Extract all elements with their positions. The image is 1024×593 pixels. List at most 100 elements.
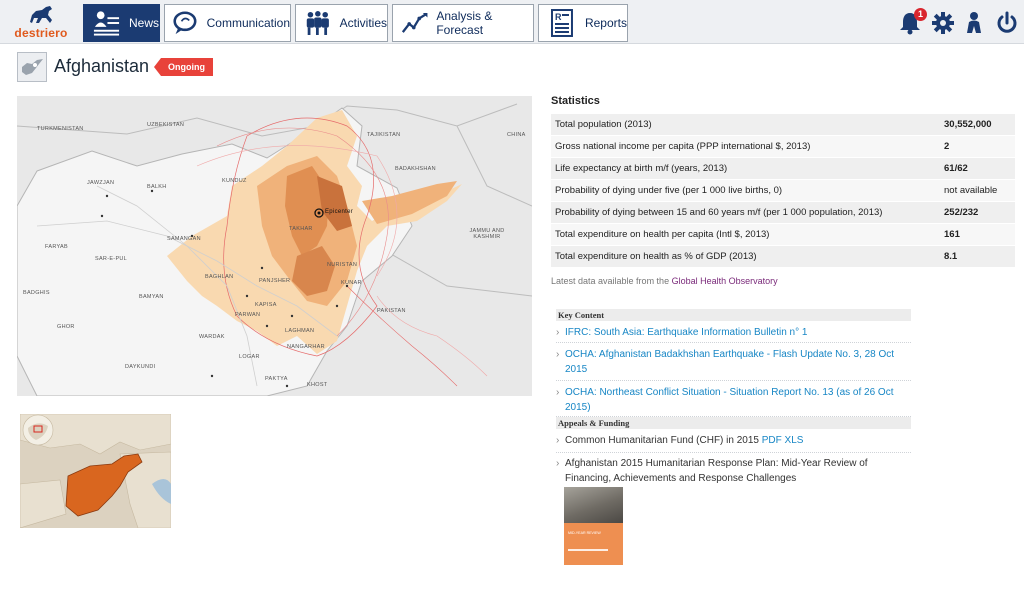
map-label-daykundi: DAYKUNDI	[125, 364, 156, 370]
locator-inset-map	[20, 414, 171, 528]
key-content-link[interactable]: OCHA: Afghanistan Badakhshan Earthquake …	[556, 347, 911, 381]
statistics-heading: Statistics	[551, 95, 600, 107]
map-label-balkh: BALKH	[147, 184, 167, 190]
cover-photo	[564, 487, 623, 523]
stats-row: Total expenditure on health as % of GDP …	[551, 246, 1015, 268]
map-label-kapisa: KAPISA	[255, 302, 277, 308]
statistics-source: Latest data available from the Global He…	[551, 276, 778, 286]
tab-news[interactable]: News	[83, 4, 160, 42]
tab-analysis-forecast-label: Analysis & Forecast	[436, 9, 493, 37]
appeals-funding-heading: Appeals & Funding	[556, 417, 911, 429]
stats-label: Life expectancy at birth m/f (years, 201…	[555, 163, 728, 174]
tab-communication[interactable]: Communication	[164, 4, 291, 42]
tab-communication-label: Communication	[206, 16, 290, 30]
chat-bubble-icon	[173, 11, 197, 35]
stats-label: Gross national income per capita (PPP in…	[555, 141, 811, 152]
gear-icon[interactable]	[932, 12, 954, 34]
earthquake-affected-area-map[interactable]: TURKMENISTAN UZBEKISTAN TAJIKISTAN CHINA…	[17, 96, 532, 396]
map-label-badakhshan: BADAKHSHAN	[395, 166, 436, 172]
statistics-source-text: Latest data available from the	[551, 276, 670, 286]
map-label-jammu-kashmir: JAMMU AND KASHMIR	[469, 228, 505, 240]
map-label-kunar: KUNAR	[341, 280, 362, 286]
chf-text: Common Humanitarian Fund (CHF) in 2015	[565, 435, 759, 446]
user-icon[interactable]	[964, 11, 984, 35]
stats-label: Probability of dying between 15 and 60 y…	[555, 207, 883, 218]
map-label-turkmenistan: TURKMENISTAN	[37, 126, 84, 132]
map-label-tajikistan: TAJIKISTAN	[367, 132, 401, 138]
stats-row: Probability of dying under five (per 1 0…	[551, 180, 1015, 202]
chf-xls-link[interactable]: XLS	[784, 435, 804, 446]
stats-value: 2	[944, 141, 950, 152]
tab-reports-label: Reports	[584, 16, 627, 30]
map-label-pakistan: PAKISTAN	[377, 308, 406, 314]
map-label-panjsher: PANJSHER	[259, 278, 291, 284]
people-group-icon	[306, 11, 329, 35]
map-label-takhar: TAKHAR	[289, 226, 313, 232]
tab-analysis-forecast[interactable]: Analysis & Forecast	[392, 4, 534, 42]
country-map-thumbnail	[17, 52, 47, 82]
map-label-laghman: LAGHMAN	[285, 328, 315, 334]
stats-value: 252/232	[944, 207, 979, 218]
map-label-badghis: BADGHIS	[23, 290, 50, 296]
trend-chart-icon	[401, 12, 428, 33]
cover-title: MID-YEAR REVIEW	[568, 531, 601, 535]
tab-reports[interactable]: R Reports	[538, 4, 628, 42]
svg-text:R: R	[555, 12, 562, 22]
stats-value: 161	[944, 229, 960, 240]
report-document-icon: R	[550, 9, 573, 37]
map-label-nangarhar: NANGARHAR	[287, 344, 325, 350]
stats-label: Total expenditure on health per capita (…	[555, 229, 770, 240]
map-label-parwan: PARWAN	[235, 312, 261, 318]
stats-label: Total population (2013)	[555, 119, 652, 130]
key-content-link[interactable]: IFRC: South Asia: Earthquake Information…	[556, 325, 911, 343]
map-label-ghor: GHOR	[57, 324, 75, 330]
news-reader-icon	[93, 11, 120, 36]
brand-name: destriero	[14, 26, 68, 40]
map-label-kunduz: KUNDUZ	[222, 178, 247, 184]
stats-row: Gross national income per capita (PPP in…	[551, 136, 1015, 158]
map-label-logar: LOGAR	[239, 354, 260, 360]
hrp-item[interactable]: Afghanistan 2015 Humanitarian Response P…	[556, 456, 911, 490]
tab-activities[interactable]: Activities	[295, 4, 388, 42]
global-health-observatory-link[interactable]: Global Health Observatory	[671, 276, 778, 286]
stats-label: Total expenditure on health as % of GDP …	[555, 251, 757, 262]
cover-divider	[568, 549, 608, 551]
key-content-heading: Key Content	[556, 309, 911, 321]
country-outline-icon	[22, 59, 43, 75]
map-label-jawzjan: JAWZJAN	[87, 180, 115, 186]
stats-value: 30,552,000	[944, 119, 992, 130]
stats-row: Total expenditure on health per capita (…	[551, 224, 1015, 246]
chf-pdf-link[interactable]: PDF	[761, 435, 782, 446]
map-label-bamyan: BAMYAN	[139, 294, 164, 300]
notification-count-badge: 1	[914, 8, 927, 21]
status-badge: Ongoing	[154, 58, 213, 76]
map-label-epicenter: Epicenter	[325, 209, 354, 215]
key-content-link[interactable]: OCHA: Northeast Conflict Situation - Sit…	[556, 385, 911, 417]
map-label-sar-e-pul: SAR-E-PUL	[95, 256, 128, 262]
map-label-faryab: FARYAB	[45, 244, 68, 250]
map-label-uzbekistan: UZBEKISTAN	[147, 122, 185, 128]
stats-value: not available	[944, 185, 998, 196]
page-title: Afghanistan	[54, 56, 150, 76]
power-icon[interactable]	[996, 11, 1018, 35]
stats-value: 8.1	[944, 251, 958, 262]
map-label-samangan: SAMANGAN	[167, 236, 201, 242]
hrp-report-cover[interactable]: MID-YEAR REVIEW	[564, 487, 623, 565]
statistics-table: Total population (2013) 30,552,000 Gross…	[551, 114, 1015, 268]
map-label-wardak: WARDAK	[199, 334, 225, 340]
tab-activities-label: Activities	[339, 16, 387, 30]
tab-news-label: News	[128, 16, 159, 30]
map-graphic	[17, 96, 532, 396]
inset-map-graphic	[20, 414, 171, 528]
stats-value: 61/62	[944, 163, 968, 174]
stats-row: Life expectancy at birth m/f (years, 201…	[551, 158, 1015, 180]
map-label-paktya: PAKTYA	[265, 376, 288, 382]
map-label-khost: KHOST	[307, 382, 328, 388]
chf-item: Common Humanitarian Fund (CHF) in 2015 P…	[556, 433, 911, 453]
horse-logo-icon	[30, 6, 52, 23]
map-label-china: CHINA	[507, 132, 526, 138]
map-label-baghlan: BAGHLAN	[205, 274, 234, 280]
stats-row: Total population (2013) 30,552,000	[551, 114, 1015, 136]
stats-row: Probability of dying between 15 and 60 y…	[551, 202, 1015, 224]
brand-logo[interactable]: destriero	[12, 4, 70, 42]
